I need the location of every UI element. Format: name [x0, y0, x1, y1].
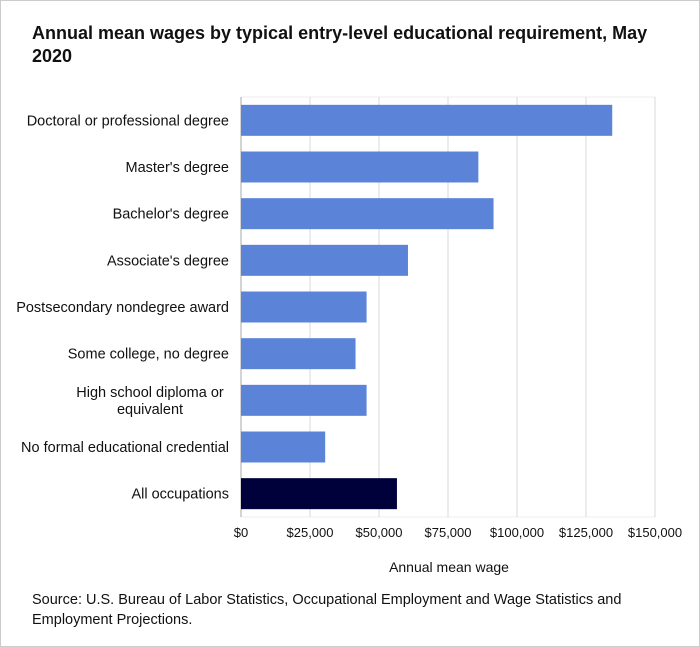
x-tick-label: $100,000	[490, 525, 544, 540]
bar	[241, 291, 367, 323]
bar	[241, 198, 494, 230]
category-label: Bachelor's degree	[113, 207, 229, 223]
x-tick-label: $125,000	[559, 525, 613, 540]
category-label: All occupations	[131, 487, 229, 503]
bar	[241, 431, 326, 463]
category-label: No formal educational credential	[21, 440, 229, 456]
bar	[241, 478, 397, 510]
bar	[241, 384, 367, 416]
x-tick-label: $25,000	[287, 525, 334, 540]
bar	[241, 104, 613, 136]
x-tick-label: $50,000	[356, 525, 403, 540]
bar	[241, 338, 356, 370]
category-label: Master's degree	[125, 160, 229, 176]
source-note: Source: U.S. Bureau of Labor Statistics,…	[32, 592, 622, 628]
bar	[241, 151, 479, 183]
bar	[241, 244, 408, 276]
chart-title: Annual mean wages by typical entry-level…	[32, 23, 648, 66]
x-tick-label: $0	[234, 525, 248, 540]
category-label: Doctoral or professional degree	[27, 113, 229, 129]
category-label: Associate's degree	[107, 253, 229, 269]
x-tick-label: $75,000	[425, 525, 472, 540]
category-label: Some college, no degree	[68, 347, 229, 363]
x-tick-label: $150,000	[628, 525, 682, 540]
category-label: High school diploma or equivalent	[76, 385, 224, 418]
category-label: Postsecondary nondegree award	[16, 300, 229, 316]
x-axis-title: Annual mean wage	[389, 559, 509, 575]
